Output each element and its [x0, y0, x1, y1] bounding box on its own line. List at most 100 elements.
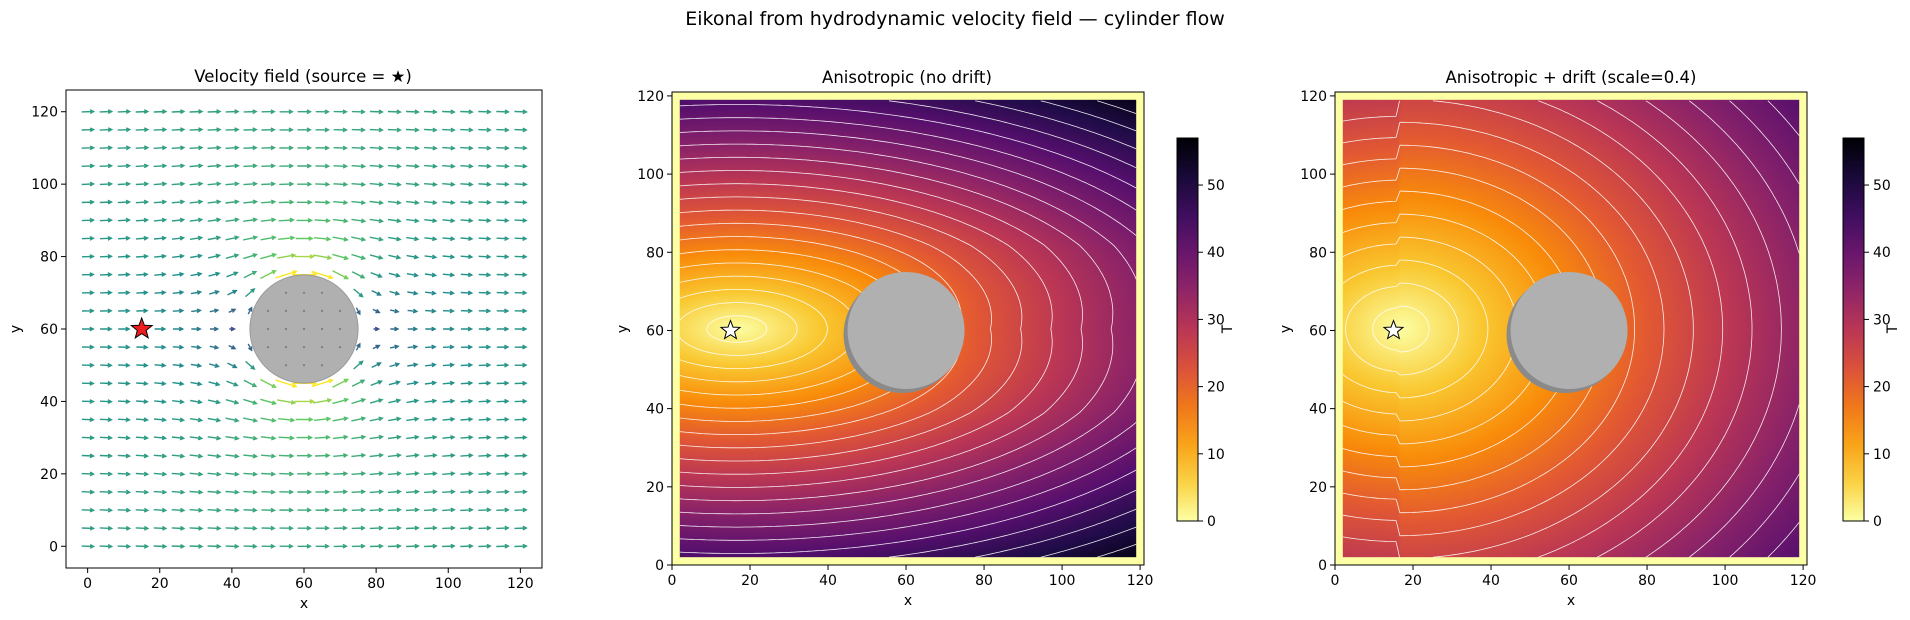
colorbar-tick-label: 50 [1207, 178, 1225, 194]
velocity-arrow [351, 525, 366, 531]
velocity-arrow [389, 362, 401, 368]
x-tick-label: 40 [223, 576, 241, 592]
velocity-arrow [405, 489, 420, 495]
velocity-arrow [225, 525, 240, 531]
x-tick-label: 80 [1638, 573, 1656, 589]
masked-grid-point [284, 346, 288, 349]
velocity-arrow [496, 435, 510, 440]
velocity-arrow [333, 471, 349, 477]
velocity-arrow [387, 200, 402, 206]
velocity-arrow [351, 507, 367, 513]
velocity-arrow [442, 272, 456, 278]
velocity-arrow [514, 181, 528, 187]
masked-grid-point [320, 309, 324, 312]
velocity-arrow [478, 109, 492, 115]
velocity-arrow [442, 525, 456, 531]
cylinder-obstacle [847, 271, 965, 389]
velocity-arrow [278, 235, 296, 241]
velocity-arrow [243, 435, 259, 441]
velocity-arrow [405, 163, 420, 169]
masked-grid-point [266, 346, 270, 349]
colorbar-tick-label: 0 [1873, 514, 1882, 530]
x-tick-label: 40 [1482, 573, 1500, 589]
velocity-arrow [405, 182, 420, 187]
masked-grid-point [320, 364, 324, 367]
velocity-arrow [478, 471, 492, 477]
velocity-arrow [442, 181, 456, 187]
x-tick-label: 60 [1560, 573, 1578, 589]
velocity-arrow [81, 145, 96, 151]
velocity-arrow [279, 145, 295, 151]
velocity-arrow [117, 525, 132, 531]
velocity-arrow [189, 217, 204, 223]
velocity-arrow [315, 471, 331, 477]
velocity-arrow [154, 344, 167, 350]
velocity-arrow [369, 200, 384, 206]
velocity-arrow [353, 288, 364, 298]
velocity-arrow [189, 489, 204, 495]
velocity-arrow [405, 543, 420, 549]
velocity-arrow [460, 290, 474, 296]
velocity-arrow [154, 272, 167, 277]
velocity-arrow [171, 163, 186, 169]
masked-grid-point [302, 291, 306, 294]
velocity-arrow [171, 145, 186, 151]
y-tick-label: 40 [40, 394, 58, 410]
velocity-arrow [172, 399, 185, 405]
velocity-arrow [275, 270, 298, 279]
velocity-arrow [171, 417, 186, 423]
velocity-arrow [424, 471, 438, 477]
velocity-arrow [478, 145, 492, 151]
velocity-arrow [225, 145, 240, 151]
velocity-arrow [279, 507, 295, 513]
velocity-arrow [225, 199, 240, 205]
velocity-arrow [425, 308, 437, 314]
velocity-arrow [117, 199, 132, 205]
velocity-arrow [171, 109, 186, 115]
velocity-arrow [478, 525, 492, 531]
velocity-arrow [189, 435, 204, 441]
velocity-arrow [207, 399, 222, 405]
masked-grid-point [302, 309, 306, 312]
velocity-arrow [332, 378, 350, 388]
velocity-arrow [351, 253, 367, 260]
velocity-arrow [369, 398, 384, 404]
velocity-arrow [514, 236, 528, 242]
velocity-arrow [424, 398, 438, 404]
x-tick-label: 20 [1404, 573, 1422, 589]
velocity-arrow [424, 145, 438, 151]
velocity-arrow [478, 435, 492, 440]
velocity-arrow [389, 308, 400, 314]
velocity-arrow [275, 379, 298, 388]
velocity-arrow [442, 290, 456, 296]
velocity-arrow [460, 145, 474, 151]
velocity-arrow [370, 380, 383, 387]
velocity-arrow [478, 398, 492, 404]
x-tick-label: 120 [1127, 573, 1154, 589]
velocity-arrow [135, 435, 150, 441]
velocity-arrow [442, 398, 456, 404]
velocity-arrow [442, 471, 456, 477]
velocity-arrow [460, 218, 474, 223]
velocity-arrow [136, 362, 149, 368]
velocity-arrow [387, 543, 402, 549]
velocity-arrow [496, 362, 510, 368]
velocity-arrow [207, 525, 222, 531]
velocity-arrow [154, 253, 167, 259]
velocity-arrow [117, 127, 132, 133]
velocity-arrow [496, 543, 510, 549]
velocity-arrow [332, 253, 350, 261]
velocity-arrow [153, 417, 168, 423]
velocity-arrow [297, 543, 312, 549]
velocity-arrow [407, 362, 419, 368]
velocity-arrow [191, 326, 202, 332]
velocity-arrow [315, 145, 331, 151]
velocity-arrow [207, 253, 222, 259]
velocity-arrow [496, 398, 510, 404]
velocity-arrow [189, 471, 204, 477]
velocity-arrow [260, 217, 277, 223]
velocity-arrow [514, 435, 528, 440]
velocity-arrow [478, 254, 492, 260]
velocity-arrow [407, 344, 419, 350]
